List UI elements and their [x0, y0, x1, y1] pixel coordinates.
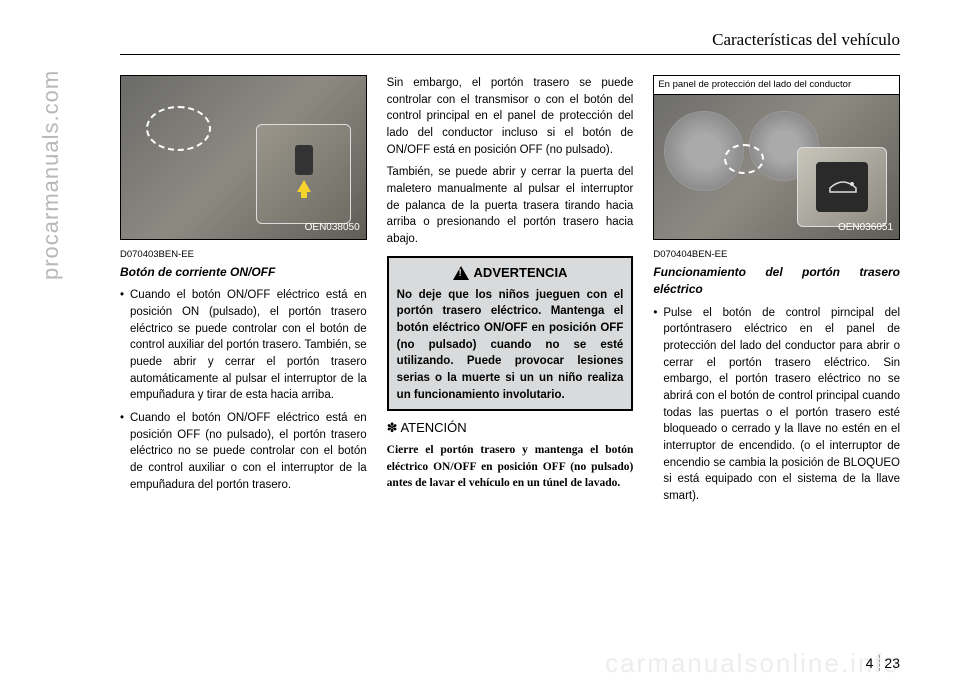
- doc-code: D070404BEN-EE: [653, 248, 900, 262]
- watermark-footer: carmanualsonline.info: [605, 648, 900, 679]
- warning-box: ADVERTENCIA No deje que los niños juegue…: [387, 256, 634, 412]
- photo-onoff-switch: OEN038050: [120, 75, 367, 240]
- attention-body: Cierre el portón trasero y mantenga el b…: [387, 442, 634, 492]
- bullet-item: • Pulse el botón de control pirncipal de…: [653, 305, 900, 505]
- photo-driver-panel: En panel de protección del lado del cond…: [653, 75, 900, 240]
- photo-top-caption: En panel de protección del lado del cond…: [654, 76, 899, 95]
- attention-title: ✽ ATENCIÓN: [387, 419, 634, 438]
- column-2: Sin embargo, el portón trasero se puede …: [387, 75, 634, 511]
- subheading: Botón de corriente ON/OFF: [120, 264, 367, 281]
- bullet-item: • Cuando el botón ON/OFF eléctrico está …: [120, 287, 367, 404]
- warning-title: ADVERTENCIA: [474, 264, 568, 283]
- column-3: En panel de protección del lado del cond…: [653, 75, 900, 511]
- paragraph: También, se puede abrir y cerrar la puer…: [387, 164, 634, 247]
- page-header: Características del vehículo: [120, 30, 900, 55]
- watermark-left: procarmanuals.com: [38, 70, 64, 280]
- warning-body: No deje que los niños jueguen con el por…: [397, 287, 624, 404]
- page-number: 423: [866, 655, 900, 671]
- paragraph: Sin embargo, el portón trasero se puede …: [387, 75, 634, 158]
- warning-icon: [453, 266, 469, 280]
- column-1: OEN038050 D070403BEN-EE Botón de corrien…: [120, 75, 367, 511]
- photo-caption: OEN036051: [838, 221, 893, 236]
- bullet-item: • Cuando el botón ON/OFF eléctrico está …: [120, 410, 367, 493]
- subheading: Funcionamiento del portón trasero eléctr…: [653, 264, 900, 299]
- doc-code: D070403BEN-EE: [120, 248, 367, 262]
- photo-caption: OEN038050: [305, 221, 360, 236]
